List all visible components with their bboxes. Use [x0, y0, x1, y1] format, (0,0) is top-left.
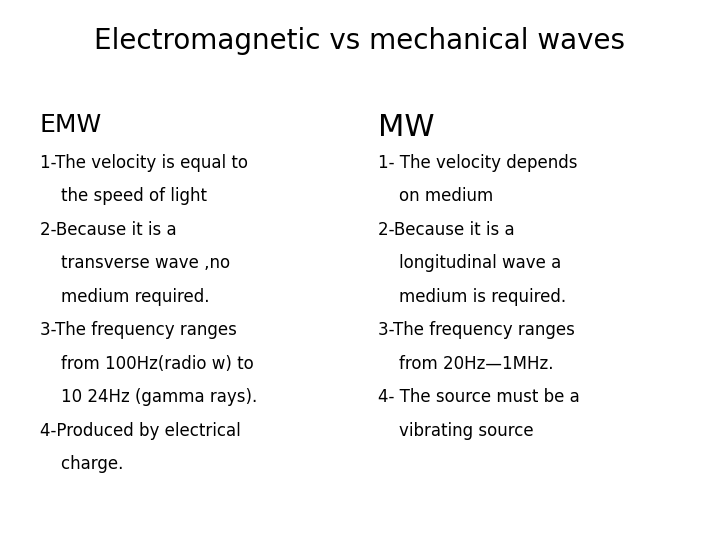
- Text: transverse wave ,no: transverse wave ,no: [40, 254, 230, 272]
- Text: charge.: charge.: [40, 455, 123, 473]
- Text: medium is required.: medium is required.: [378, 288, 566, 306]
- Text: from 100Hz(radio w) to: from 100Hz(radio w) to: [40, 355, 253, 373]
- Text: vibrating source: vibrating source: [378, 422, 534, 440]
- Text: 1- The velocity depends: 1- The velocity depends: [378, 154, 577, 172]
- Text: Electromagnetic vs mechanical waves: Electromagnetic vs mechanical waves: [94, 27, 626, 55]
- Text: the speed of light: the speed of light: [40, 187, 207, 205]
- Text: on medium: on medium: [378, 187, 493, 205]
- Text: 2-Because it is a: 2-Because it is a: [40, 221, 176, 239]
- Text: from 20Hz—1MHz.: from 20Hz—1MHz.: [378, 355, 554, 373]
- Text: MW: MW: [378, 113, 434, 143]
- Text: 3-The frequency ranges: 3-The frequency ranges: [40, 321, 236, 339]
- Text: 4- The source must be a: 4- The source must be a: [378, 388, 580, 406]
- Text: longitudinal wave a: longitudinal wave a: [378, 254, 562, 272]
- Text: 10 24Hz (gamma rays).: 10 24Hz (gamma rays).: [40, 388, 257, 406]
- Text: 1-The velocity is equal to: 1-The velocity is equal to: [40, 154, 248, 172]
- Text: medium required.: medium required.: [40, 288, 209, 306]
- Text: 3-The frequency ranges: 3-The frequency ranges: [378, 321, 575, 339]
- Text: 2-Because it is a: 2-Because it is a: [378, 221, 515, 239]
- Text: EMW: EMW: [40, 113, 102, 137]
- Text: 4-Produced by electrical: 4-Produced by electrical: [40, 422, 240, 440]
